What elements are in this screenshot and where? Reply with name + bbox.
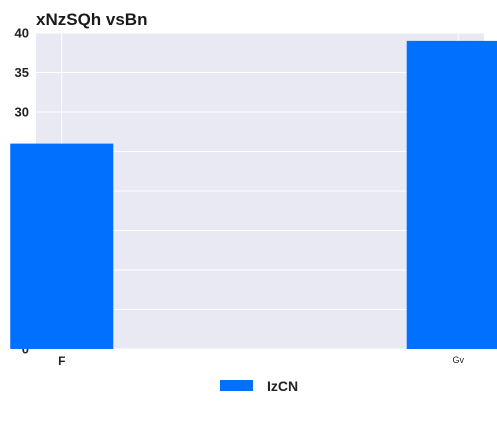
x-tick-label: Gv (452, 355, 464, 365)
bar-Gv (406, 40, 497, 350)
legend-label: IzCN (267, 378, 298, 394)
legend-swatch (220, 380, 253, 391)
y-tick-label: 30 (15, 105, 29, 120)
y-tick-label: 35 (15, 65, 29, 80)
chart-title: xNzSQh vsBn (36, 10, 148, 29)
x-tick-label: F (58, 354, 65, 368)
bar-F (10, 143, 114, 349)
y-tick-label: 40 (15, 26, 29, 41)
